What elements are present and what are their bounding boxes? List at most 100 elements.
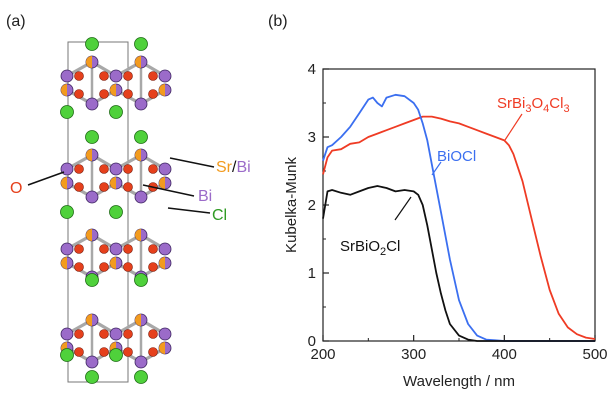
tick-labels: 200 300 400 500 0 1 2 3 4 [308, 61, 608, 363]
oxygen-atom [148, 329, 158, 339]
bismuth-atom [85, 355, 99, 369]
bismuth-atom [158, 162, 172, 176]
oxygen-atom [148, 244, 158, 254]
srbi3o4cl3-leader [504, 113, 523, 141]
oxygen-atom [99, 71, 109, 81]
strontium-site [110, 257, 116, 269]
o-pointer [27, 171, 65, 186]
bismuth-atom [85, 190, 99, 204]
crystal-structure [60, 37, 172, 384]
y-tick-label: 4 [308, 61, 316, 78]
panel-a-label: (a) [6, 13, 26, 30]
strontium-site [159, 177, 165, 189]
bismuth-atom [109, 69, 123, 83]
strontium-site [86, 56, 92, 68]
oxygen-atom [74, 262, 84, 272]
strontium-site [159, 84, 165, 96]
strontium-site [159, 342, 165, 354]
strontium-site [61, 177, 67, 189]
bismuth-atom [134, 355, 148, 369]
chlorine-atom [109, 348, 123, 362]
sr-label: Sr [216, 159, 233, 176]
chlorine-atom [85, 130, 99, 144]
oxygen-atom [74, 164, 84, 174]
bi-label-2: Bi [198, 188, 212, 205]
oxygen-atom [148, 347, 158, 357]
bi-label-1: Bi [236, 159, 250, 176]
panel-b-label: (b) [268, 13, 288, 30]
x-tick-label: 500 [582, 346, 607, 363]
oxygen-atom [99, 244, 109, 254]
cl-pointer [167, 207, 211, 214]
x-tick-label: 400 [492, 346, 517, 363]
oxygen-atom [123, 89, 133, 99]
srbi3o4cl3-series-label: SrBi3O4Cl3 [497, 95, 570, 115]
bismuth-atom [158, 69, 172, 83]
bismuth-atom [109, 242, 123, 256]
y-tick-label: 3 [308, 129, 316, 146]
oxygen-atom [123, 347, 133, 357]
chlorine-atom [60, 348, 74, 362]
oxygen-atom [148, 89, 158, 99]
strontium-site [110, 177, 116, 189]
strontium-site [135, 56, 141, 68]
oxygen-atom [74, 329, 84, 339]
oxygen-atom [99, 347, 109, 357]
oxygen-atom [74, 244, 84, 254]
srbio2cl-series-label: SrBiO2Cl [340, 238, 400, 258]
cl-label: Cl [212, 207, 227, 224]
x-tick-label: 300 [401, 346, 426, 363]
chlorine-atom [85, 37, 99, 51]
chlorine-atom [109, 105, 123, 119]
oxygen-atom [99, 89, 109, 99]
chlorine-atom [60, 105, 74, 119]
chlorine-atom [109, 205, 123, 219]
series-line-srbio2cl [322, 185, 595, 342]
o-label: O [10, 180, 22, 197]
chlorine-atom [60, 205, 74, 219]
oxygen-atom [148, 262, 158, 272]
strontium-site [61, 257, 67, 269]
oxygen-atom [148, 71, 158, 81]
oxygen-atom [74, 347, 84, 357]
strontium-site [135, 314, 141, 326]
chlorine-atom [134, 130, 148, 144]
oxygen-atom [123, 262, 133, 272]
chlorine-atom [134, 370, 148, 384]
chlorine-atom [134, 37, 148, 51]
bismuth-atom [134, 190, 148, 204]
oxygen-atom [99, 329, 109, 339]
oxygen-atom [123, 164, 133, 174]
strontium-site [86, 229, 92, 241]
bismuth-atom [109, 162, 123, 176]
bismuth-atom [134, 97, 148, 111]
series-line-biocl [322, 93, 595, 342]
strontium-site [61, 84, 67, 96]
strontium-site [159, 257, 165, 269]
oxygen-atom [74, 89, 84, 99]
series-lines [322, 93, 596, 342]
strontium-site [110, 84, 116, 96]
oxygen-atom [123, 182, 133, 192]
structure-labels: Sr/Bi Bi O Cl [10, 157, 251, 224]
bismuth-atom [158, 327, 172, 341]
svg-text:Sr/Bi: Sr/Bi [216, 159, 251, 176]
strontium-site [86, 314, 92, 326]
oxygen-atom [148, 164, 158, 174]
slash-label: / [232, 159, 237, 176]
bismuth-atom [109, 327, 123, 341]
bi-pointer [142, 184, 195, 197]
biocl-series-label: BiOCl [437, 148, 476, 165]
y-tick-label: 0 [308, 333, 316, 350]
biocl-leader [431, 161, 442, 176]
y-tick-label: 2 [308, 197, 316, 214]
x-tick-label: 200 [310, 346, 335, 363]
y-axis-title: Kubelka-Munk [283, 157, 300, 253]
y-tick-label: 1 [308, 265, 316, 282]
strontium-site [135, 149, 141, 161]
bismuth-atom [60, 69, 74, 83]
kubelka-munk-chart: 200 300 400 500 0 1 2 3 4 Wavelength / nm Kubelk… [283, 61, 608, 390]
srbio2cl-leader [394, 196, 412, 221]
chlorine-atom [134, 273, 148, 287]
series-line-srbi3o4cl3 [322, 115, 596, 340]
